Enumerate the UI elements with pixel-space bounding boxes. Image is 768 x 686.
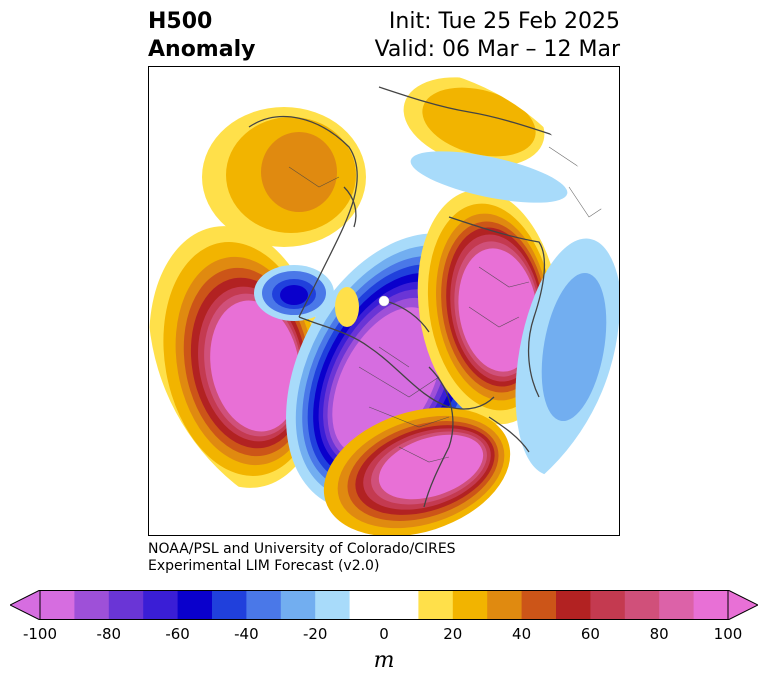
unit-label: m [373,648,395,673]
colorbar-segment [212,590,247,620]
colorbar-segment [349,590,385,620]
colorbar-outline [39,590,729,620]
colorbar-tick-label: -100 [22,625,58,643]
title-variable: H500 [148,9,213,34]
colorbar-ticks: -100 -80 -60 -40 -20 0 20 40 60 80 100 [0,625,768,645]
valid-date: Valid: 06 Mar – 12 Mar [374,37,620,62]
colorbar-extend-high [727,590,758,620]
colorbar-segment [143,590,179,620]
forecast-dates: Init: Tue 25 Feb 2025 Valid: 06 Mar – 12… [375,8,620,64]
colorbar-extend-low [10,590,41,620]
colorbar-segment [418,590,454,620]
colorbar-segment [246,590,282,620]
colorbar-segment [487,590,523,620]
colorbar-tick-label: 80 [649,625,669,643]
credit-line-2: Experimental LIM Forecast (v2.0) [148,558,380,574]
colorbar-segment [590,590,626,620]
anomaly-map-svg [149,77,619,535]
colorbar-segment [521,590,557,620]
borders [288,146,605,463]
colorbar-tick-label: 0 [379,625,389,643]
colorbar-tick-label: 20 [443,625,463,643]
colorbar-segment [280,590,316,620]
colorbar-segment [74,590,110,620]
north-pole-marker [378,295,390,307]
colorbar-segment [40,590,75,620]
colorbar-tick-label: -20 [302,625,328,643]
colorbar-segment [177,590,213,620]
colorbar [10,590,758,620]
colorbar-segment [315,590,351,620]
small-ridge [335,287,359,327]
colorbar-segment [452,590,488,620]
colorbar-tick-label: 60 [580,625,600,643]
colorbar-segment [108,590,144,620]
ridge-southeast-us [323,407,511,535]
colorbar-segment [556,590,591,620]
colorbar-segment [384,590,419,620]
colorbar-segment [659,590,695,620]
credit-line-1: NOAA/PSL and University of Colorado/CIRE… [148,541,456,557]
polar-map [148,66,620,536]
coastlines [248,86,560,508]
colorbar-segment [624,590,660,620]
init-date: Init: Tue 25 Feb 2025 [388,9,620,34]
colorbar-tick-label: -60 [165,625,190,643]
map-title: H500 Anomaly [148,8,255,64]
trough-alaska [254,265,334,321]
colorbar-tick-label: 40 [512,625,532,643]
colorbar-tick-label: -80 [96,625,122,643]
title-type: Anomaly [148,37,256,62]
ridge-west-pacific [149,226,325,488]
credit-text: NOAA/PSL and University of Colorado/CIRE… [148,541,456,575]
colorbar-segment [693,590,729,620]
colorbar-tick-label: 100 [713,625,743,643]
colorbar-tick-label: -40 [234,625,259,643]
